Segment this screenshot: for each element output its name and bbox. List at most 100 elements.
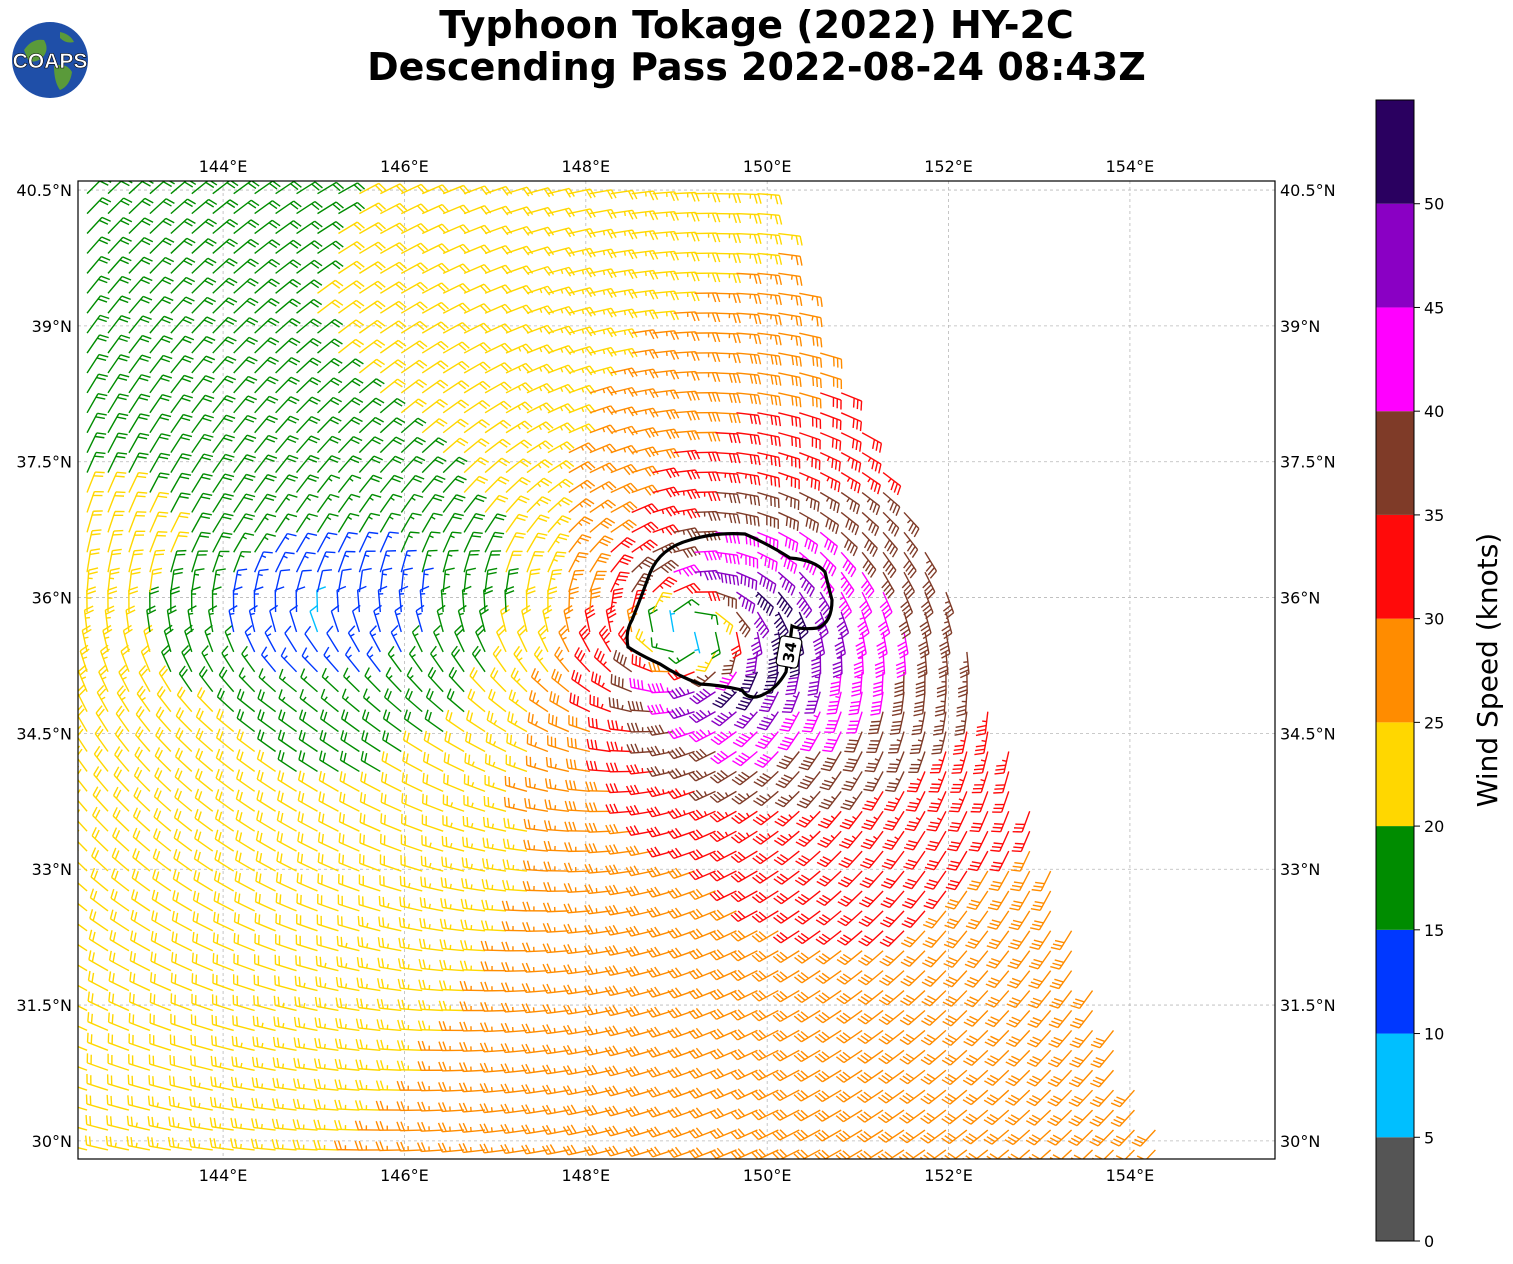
wind-barb [646,966,674,978]
wind-barb [334,1120,360,1131]
wind-barb [173,828,193,852]
wind-barb [757,392,782,406]
wind-barb [461,878,486,892]
wind-barb [401,793,423,812]
wind-barb [900,970,926,987]
wind-barb [605,783,632,794]
wind-barb [191,952,214,972]
wind-barb [715,392,741,404]
wind-barb [526,402,554,414]
wind-barb [1113,1149,1135,1159]
wind-barb [255,830,276,852]
wind-barb [589,287,617,298]
wind-barb [547,207,575,218]
wind-barb [149,393,172,414]
wind-barb [212,355,237,374]
wind-barb [297,790,318,812]
wind-barb [646,846,674,858]
wind-barb [751,1009,779,1022]
wind-barb [86,197,112,215]
wind-barb [233,493,256,513]
wind-barb [128,334,152,354]
wind-barb [385,667,402,693]
wind-barb [715,272,741,284]
wind-barb [188,1116,213,1131]
wind-barb [772,989,800,1003]
wind-barb [274,975,297,992]
lon-tick-top: 150°E [743,157,792,176]
wind-barb [442,456,468,474]
wind-barb [161,644,172,673]
wind-barb [992,791,1010,813]
wind-barb [652,448,680,459]
wind-barb [209,1096,234,1111]
wind-barb [296,279,323,294]
wind-barb [309,604,319,633]
wind-barb [598,625,612,653]
lat-tick-left: 30°N [32,1132,72,1151]
wind-barb [732,750,758,767]
wind-barb [194,788,214,812]
wind-barb [360,750,381,773]
wind-barb [736,491,761,506]
wind-barb [837,910,863,927]
wind-barb [296,415,321,434]
wind-barb [211,994,234,1012]
wind-barb [190,586,201,613]
wind-barb [505,476,531,494]
wind-barb [941,1069,968,1086]
wind-barb [751,950,779,963]
wind-barb [191,414,214,434]
wind-barb [715,252,741,264]
wind-barb [652,576,678,593]
wind-barb [396,1101,423,1112]
wind-barb [730,850,758,864]
wind-barb [236,729,256,753]
wind-barb [254,376,279,394]
wind-barb [131,868,151,892]
wind-barb [170,218,196,235]
wind-barb [542,1024,569,1035]
wind-barb [213,911,235,932]
colorbar-tick-label: 0 [1424,1232,1434,1251]
wind-barb [190,1014,213,1032]
wind-barb [113,766,130,792]
wind-barb [264,625,277,653]
wind-barb [688,809,716,821]
wind-barb [278,668,297,693]
wind-barb [931,731,947,755]
wind-barb [952,731,968,755]
wind-barb [168,1075,192,1091]
wind-barb [877,1149,905,1159]
wind-barb [149,549,166,573]
wind-barb [191,218,217,235]
wind-barb [231,1035,255,1052]
wind-barb [915,671,926,698]
wind-barb [568,326,596,337]
wind-barb [296,872,318,892]
wind-barb [610,209,638,220]
wind-barb [610,288,638,299]
wind-barb [631,521,659,533]
wind-barb [694,352,721,363]
wind-barb [133,766,151,792]
wind-barb [571,669,591,693]
wind-barb [459,960,486,972]
wind-barb [210,1076,234,1091]
wind-barb [254,239,281,254]
wind-barb [610,189,638,200]
wind-barb [959,651,970,679]
wind-barb [861,810,884,831]
wind-barb [757,272,783,286]
wind-barb [107,354,130,374]
wind-barb [625,1005,653,1017]
wind-barb [864,751,884,773]
wind-barb [919,611,932,640]
wind-barb [175,727,193,753]
wind-barb [170,316,195,334]
wind-barb [233,375,258,394]
wind-barb [317,299,344,314]
wind-barb [793,1049,821,1063]
wind-barb [442,341,470,354]
wind-barb [130,930,151,952]
